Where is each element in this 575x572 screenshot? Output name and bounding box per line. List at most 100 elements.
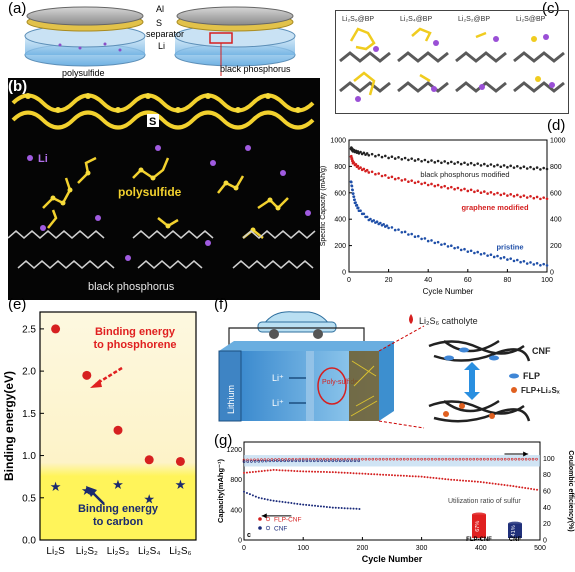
data-point-g (253, 459, 257, 463)
data-point-d (423, 237, 427, 240)
y2-axis-label-g: Coulombic efficiency(%) (567, 450, 574, 531)
data-point-d (506, 194, 509, 197)
data-point-d (377, 172, 380, 175)
data-point-d (356, 206, 360, 210)
data-point-g (388, 474, 391, 477)
data-point-d (459, 188, 463, 192)
data-point-g (528, 457, 531, 461)
x-tick-label-d: 40 (424, 277, 432, 284)
data-point-g (340, 507, 343, 510)
data-point-d (489, 191, 493, 194)
data-point-g (272, 459, 275, 463)
inset-bar-value: 67% (475, 521, 481, 532)
label-li-ion-2: Li⁺ (272, 398, 284, 408)
data-point-g (331, 459, 335, 463)
data-point-g (248, 471, 251, 474)
data-point-d (469, 188, 473, 192)
data-point-g (296, 470, 299, 473)
label-li2s4-bp: Li₂S₄@BP (400, 16, 432, 23)
data-point-g (284, 501, 287, 504)
data-point-d (430, 239, 433, 242)
data-point-g (524, 457, 528, 461)
data-point-g (482, 481, 485, 484)
panel-a-cell-schematic: Al S separator Li polysulfide black phos… (24, 4, 296, 78)
data-point-d (459, 248, 463, 252)
label-li2s-bp: Li₂S@BP (516, 16, 546, 23)
data-point-d (545, 264, 549, 267)
data-point-g (287, 459, 290, 463)
data-point-d (512, 166, 516, 169)
y2-tick-label-g: 100 (543, 456, 555, 463)
data-point-g (342, 459, 346, 463)
y-tick-label-e: 2.0 (22, 367, 36, 378)
legend-marker-cnf (258, 526, 262, 530)
data-point-g (507, 457, 510, 461)
data-point-g (489, 457, 493, 461)
data-point-g (264, 459, 268, 463)
series-label-d: pristine (496, 243, 523, 252)
data-point-g (414, 475, 417, 478)
data-point-g (263, 458, 267, 461)
data-point-d (407, 158, 410, 162)
legend-marker-flp-eff (265, 516, 271, 522)
data-point-g (515, 485, 518, 488)
data-point-d (532, 196, 536, 200)
y2-tick-label-g: 20 (543, 521, 551, 528)
data-point-d (450, 244, 453, 247)
data-point-g (518, 486, 521, 489)
efficiency-band (244, 455, 540, 467)
data-point-d (410, 232, 413, 236)
y2-tick-label-d: 800 (550, 164, 562, 171)
data-point-d (436, 240, 440, 244)
data-point-d (545, 167, 549, 171)
data-point-g (467, 480, 470, 483)
data-point-d (390, 226, 394, 229)
data-point-g (491, 482, 494, 485)
data-point-g (309, 459, 312, 463)
data-point-g (284, 469, 287, 472)
data-point-g (329, 457, 333, 461)
data-point-g (503, 483, 506, 486)
chart-e-binding-energy: 0.0 0.5 1.0 1.5 2.0 2.5 Li₂S Li₂S₂ Li₂S₃ Li₂S₄ Li₂… (2, 311, 197, 557)
data-point-g (367, 472, 370, 475)
data-point-d (502, 164, 506, 167)
data-point-d (473, 163, 476, 167)
annotation-carbon: Binding energy to carbon (78, 503, 159, 528)
data-point-d (463, 247, 466, 251)
y-tick-label-e: 2.5 (22, 324, 36, 335)
x-tick-label-e: Li₂S₄ (138, 546, 160, 557)
chart-g-cycling: 0 100 200 300 400 50004008001200020406080100C… (216, 441, 574, 564)
data-point-d (354, 162, 358, 166)
data-point-d (417, 158, 420, 161)
data-point-g (270, 458, 274, 461)
data-point-d (410, 157, 413, 160)
data-point-g (458, 457, 462, 461)
data-point-g (411, 475, 414, 478)
data-point-d (397, 156, 400, 159)
data-point-d (413, 159, 417, 162)
data-point-d (362, 212, 366, 216)
panel-label-e: (e) (8, 296, 27, 313)
data-point-d (430, 182, 433, 186)
data-point-d (387, 156, 390, 160)
data-point-d (519, 195, 522, 199)
data-point-g (326, 457, 329, 461)
data-point-g (358, 472, 361, 475)
label-al: Al (156, 4, 164, 14)
y2-tick-label-d: 400 (550, 217, 562, 224)
data-point-g (441, 477, 444, 480)
data-point-g (476, 480, 479, 483)
data-point-g (298, 459, 301, 463)
data-point-g (453, 478, 456, 481)
data-point-g (319, 470, 322, 473)
data-point-g (476, 457, 479, 461)
data-point-g (465, 457, 469, 461)
data-point-d (489, 253, 493, 257)
data-point-g (448, 457, 451, 461)
data-point-g (444, 478, 447, 481)
data-point-g (301, 459, 305, 463)
data-point-d (372, 219, 376, 222)
data-point-d (479, 191, 483, 195)
data-point-g (278, 469, 281, 472)
data-point-d (403, 156, 407, 160)
